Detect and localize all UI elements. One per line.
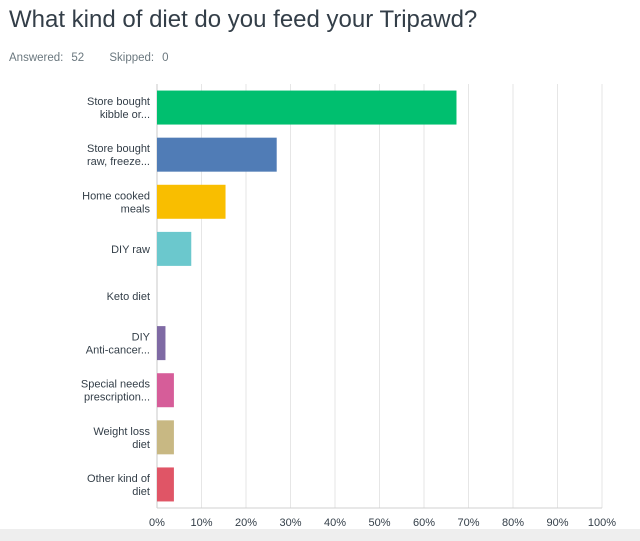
x-tick-label: 10% <box>190 517 212 529</box>
category-label: DIY raw <box>111 244 150 256</box>
category-label: Keto diet <box>107 291 150 303</box>
category-label: Weight loss diet <box>93 426 150 451</box>
x-tick-label: 80% <box>502 517 524 529</box>
x-tick-label: 50% <box>368 517 390 529</box>
question-title: What kind of diet do you feed your Tripa… <box>9 6 478 33</box>
x-tick-label: 70% <box>457 517 479 529</box>
axis-tick-labels: 0% 10% 20% 30% 40% 50% 60% 70% 80% 90% 100% <box>149 517 616 529</box>
x-tick-label: 0% <box>149 517 165 529</box>
category-label: Home cooked meals <box>82 190 150 215</box>
answered-count: 52 <box>71 52 85 64</box>
bottom-scroll-strip <box>0 529 640 541</box>
x-tick-label: 100% <box>588 517 616 529</box>
bar[interactable] <box>157 420 174 455</box>
bar[interactable] <box>157 326 166 361</box>
category-label: Store bought kibble or... <box>87 96 150 121</box>
bar[interactable] <box>157 467 174 502</box>
chart-grid <box>156 84 603 509</box>
category-label: Store bought raw, freeze... <box>87 143 150 168</box>
x-tick-label: 20% <box>235 517 257 529</box>
category-label: Special needs prescription... <box>81 379 151 404</box>
x-tick-label: 40% <box>324 517 346 529</box>
bar[interactable] <box>157 137 277 172</box>
skipped-count: 0 <box>162 52 169 64</box>
bar[interactable] <box>157 373 174 408</box>
x-tick-label: 30% <box>279 517 301 529</box>
chart-bars <box>157 90 457 502</box>
category-label: Other kind of diet <box>87 473 151 498</box>
category-labels: Store bought kibble or... Store bought raw,… <box>81 96 151 498</box>
answered-label: Answered: <box>9 52 64 64</box>
x-tick-label: 90% <box>546 517 568 529</box>
skipped-label: Skipped: <box>109 52 155 64</box>
bar[interactable] <box>157 231 192 266</box>
x-tick-label: 60% <box>413 517 435 529</box>
bar[interactable] <box>157 90 457 125</box>
response-stats: Answered: 52 Skipped: 0 <box>9 52 177 64</box>
bar[interactable] <box>157 184 226 219</box>
category-label: DIY Anti-cancer... <box>86 332 151 357</box>
